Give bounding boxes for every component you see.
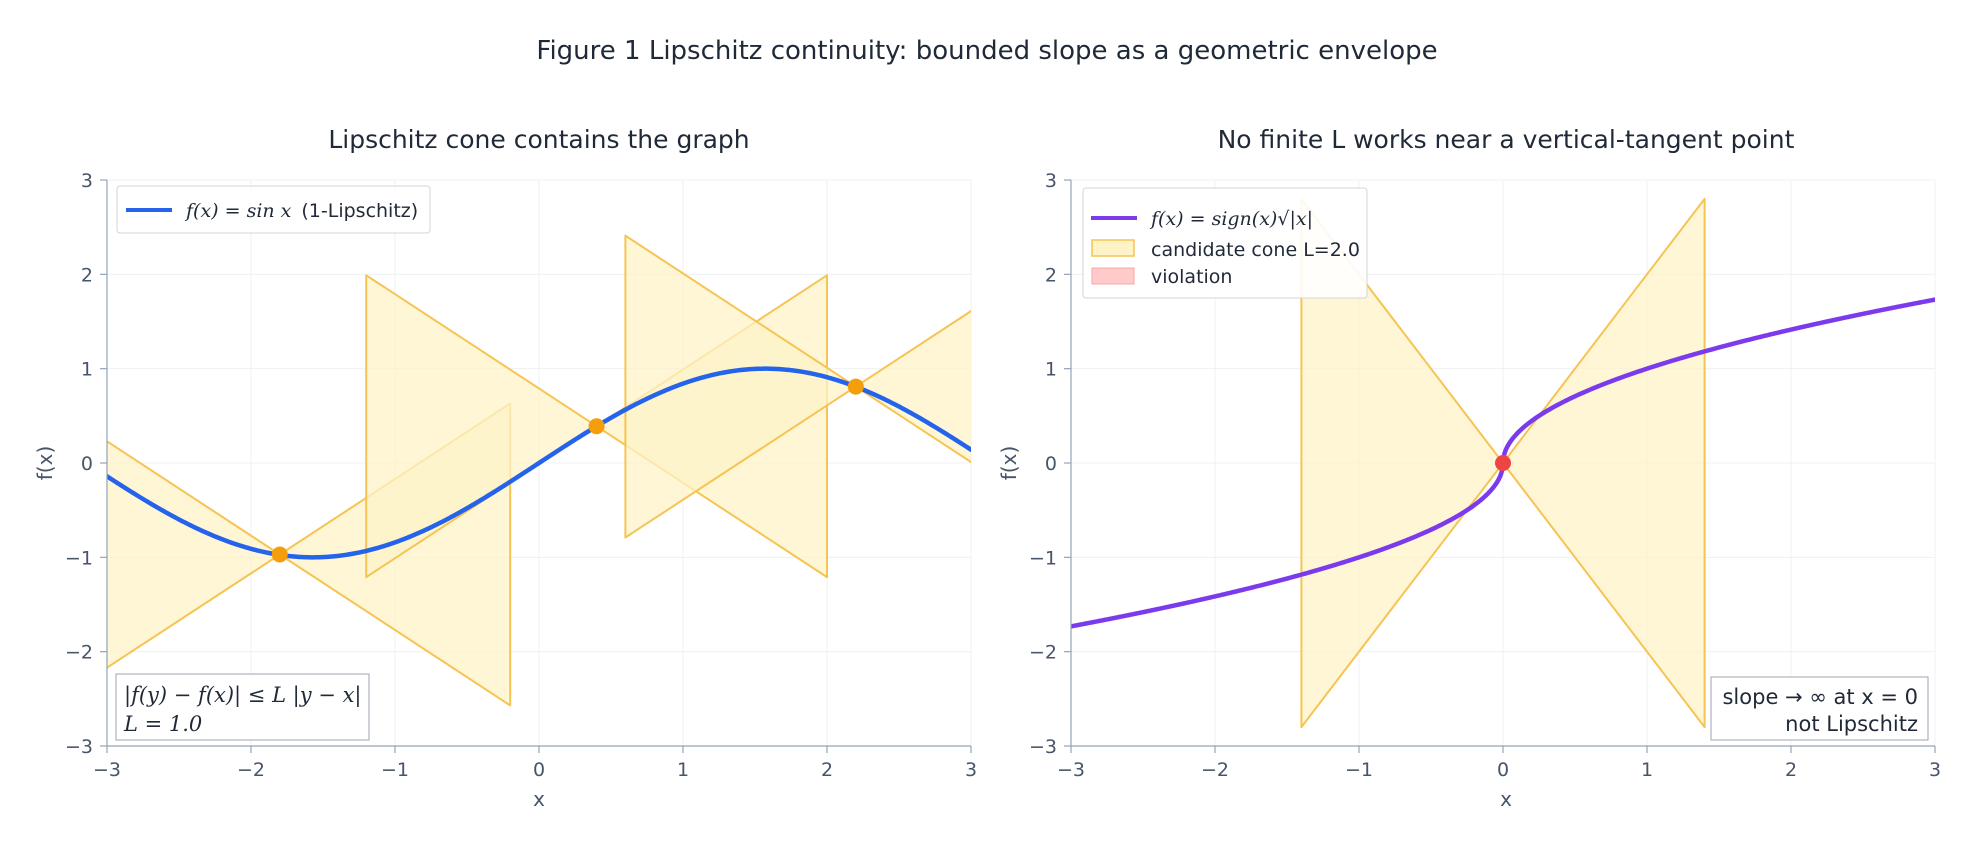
annotation-line1: |f(y) − f(x)| ≤ L |y − x| — [124, 683, 362, 708]
y-axis-label: f(x) — [997, 446, 1021, 480]
figure-title: Figure 1 Lipschitz continuity: bounded s… — [536, 36, 1437, 66]
x-tick-label: −3 — [93, 759, 121, 781]
legend-label: candidate cone L=2.0 — [1151, 239, 1360, 261]
x-tick-label: 0 — [1497, 759, 1509, 781]
anchor-points — [271, 378, 864, 563]
y-tick-label: 3 — [1045, 170, 1057, 192]
anchor-point — [1495, 455, 1511, 471]
legend: f(x) = sign(x)√|x| candidate cone L=2.0 … — [1082, 187, 1368, 299]
legend-suffix: (1-Lipschitz) — [301, 200, 418, 222]
legend-box — [116, 185, 431, 234]
y-axis-label: f(x) — [33, 446, 57, 480]
x-tick-label: −1 — [1345, 759, 1373, 781]
anchor-point — [847, 378, 864, 395]
x-tick-label: 1 — [1641, 759, 1653, 781]
y-tick-label: 2 — [81, 264, 93, 286]
x-axis-label: x — [533, 787, 545, 811]
annotation-frame — [115, 673, 370, 741]
legend-box — [1082, 187, 1368, 299]
series-line — [107, 366, 971, 560]
x-tick-label: −2 — [237, 759, 265, 781]
x-tick-label: 2 — [1785, 759, 1797, 781]
cone-triangle — [107, 440, 281, 669]
y-tick-label: −3 — [1029, 736, 1057, 758]
legend-label: f(x) = sign(x)√|x| — [1149, 208, 1313, 230]
curve-group — [107, 366, 971, 560]
annotation-line1: slope → ∞ at x = 0 — [1722, 685, 1918, 709]
anchor-points — [1495, 455, 1511, 471]
legend-swatch-cone — [1091, 239, 1135, 257]
y-tick-label: −2 — [65, 642, 93, 664]
y-tick-label: 2 — [1045, 264, 1057, 286]
annotation-line2: L = 1.0 — [123, 712, 202, 736]
x-tick-label: 3 — [965, 759, 977, 781]
y-tick-label: −2 — [1029, 642, 1057, 664]
panel-title: Lipschitz cone contains the graph — [328, 125, 749, 154]
legend-label: violation — [1151, 266, 1232, 288]
y-tick-label: 0 — [81, 453, 93, 475]
panel-left: Lipschitz cone contains the graph −3 −2 −1… — [33, 125, 977, 811]
panel-title: No finite L works near a vertical-tangen… — [1218, 125, 1795, 154]
y-tick-label: 1 — [81, 359, 93, 381]
anchor-point — [271, 546, 288, 563]
y-tick-label: 3 — [81, 170, 93, 192]
y-tick-label: 0 — [1045, 453, 1057, 475]
panel-right: No finite L works near a vertical-tangen… — [997, 125, 1941, 811]
x-axis-label: x — [1500, 787, 1512, 811]
cone-triangle — [854, 309, 971, 464]
y-tick-label: −3 — [65, 736, 93, 758]
cone-triangle — [1502, 197, 1706, 729]
ticks: −3 −2 −1 0 1 2 3 3 2 1 0 −1 −2 −3 — [1029, 170, 1941, 781]
candidate-cone — [1300, 197, 1706, 729]
x-tick-label: 3 — [1929, 759, 1941, 781]
legend-swatch-violation — [1091, 267, 1135, 285]
lipschitz-cones — [107, 234, 971, 707]
y-tick-label: 1 — [1045, 359, 1057, 381]
annotation-box: |f(y) − f(x)| ≤ L |y − x| L = 1.0 — [115, 673, 370, 741]
x-tick-label: 0 — [533, 759, 545, 781]
cone-triangle — [1300, 197, 1504, 729]
anchor-point — [588, 418, 605, 435]
annotation-frame — [1710, 676, 1929, 741]
y-tick-label: −1 — [1029, 547, 1057, 569]
y-tick-label: −1 — [65, 547, 93, 569]
x-tick-label: −2 — [1201, 759, 1229, 781]
legend: f(x) = sin x (1-Lipschitz) — [116, 185, 431, 234]
x-tick-label: 1 — [677, 759, 689, 781]
annotation-box: slope → ∞ at x = 0 not Lipschitz — [1710, 676, 1929, 741]
ticks: −3 −2 −1 0 1 2 3 3 2 1 0 −1 −2 −3 — [65, 170, 977, 781]
cone-triangle — [624, 234, 857, 539]
legend-math: f(x) = sin x — [184, 200, 292, 222]
x-tick-label: −1 — [381, 759, 409, 781]
annotation-line2: not Lipschitz — [1785, 712, 1918, 736]
x-tick-label: 2 — [821, 759, 833, 781]
x-tick-label: −3 — [1057, 759, 1085, 781]
legend-label: f(x) = sin x (1-Lipschitz) — [184, 200, 418, 222]
